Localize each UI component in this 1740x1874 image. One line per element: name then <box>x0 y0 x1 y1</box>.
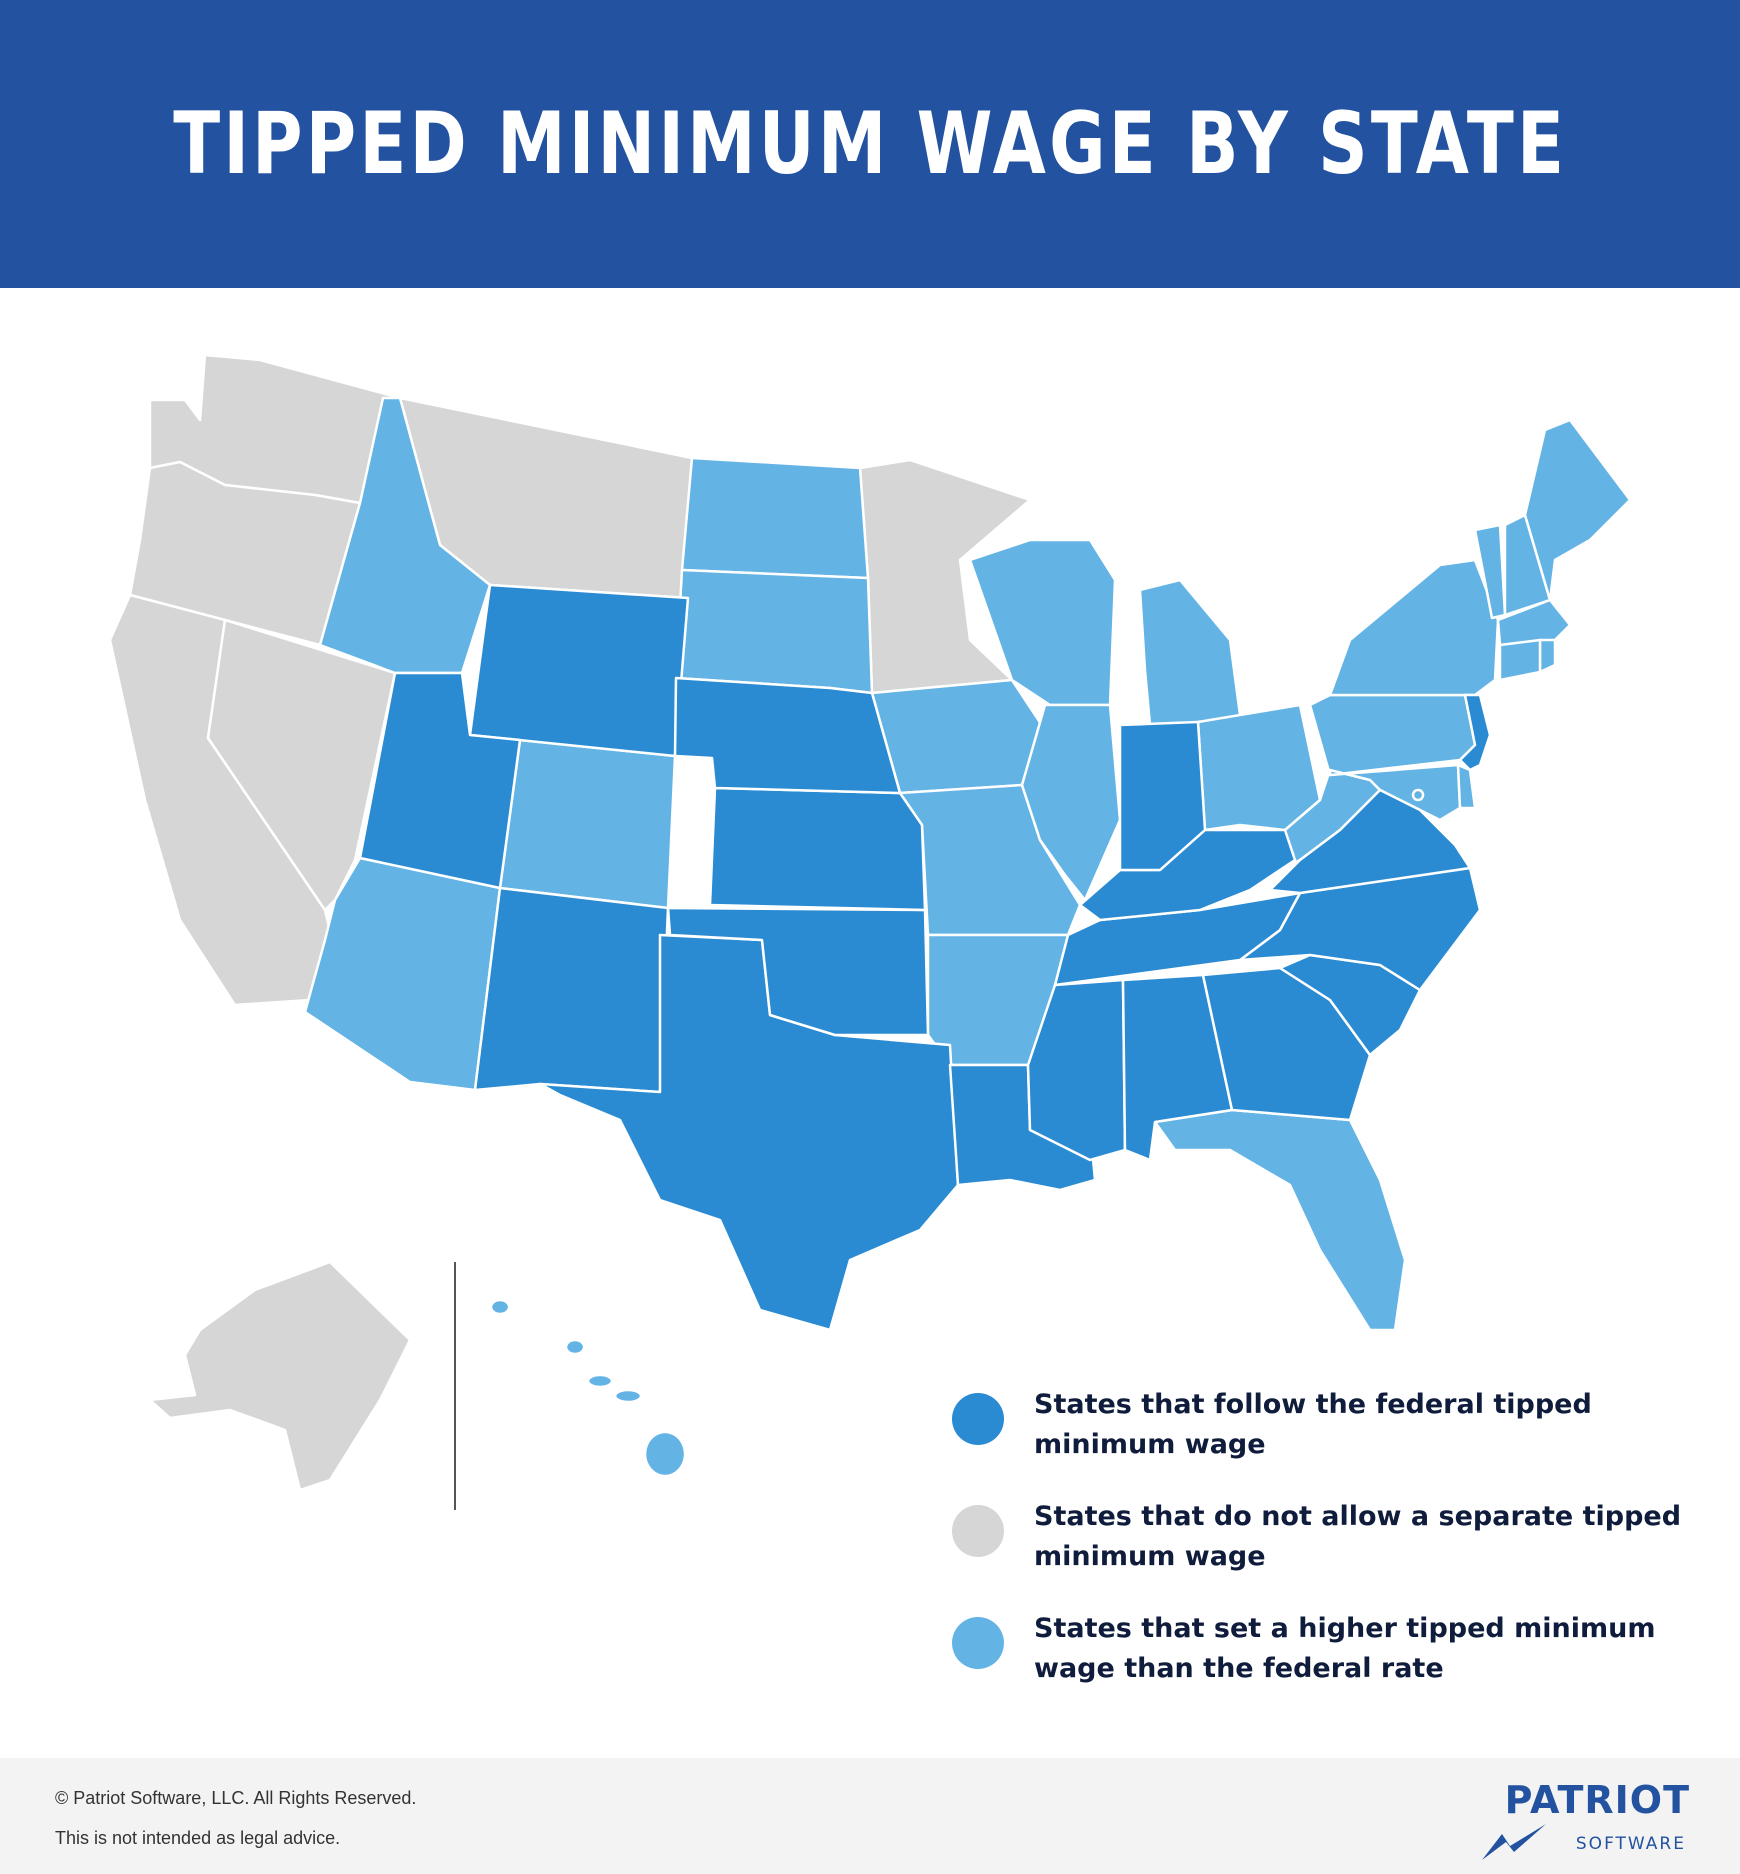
legend-swatch-federal <box>952 1393 1004 1445</box>
patriot-logo: PATRIOT SOFTWARE <box>1480 1778 1690 1868</box>
state-hi <box>489 1298 687 1478</box>
state-wy <box>468 583 690 758</box>
state-ut <box>358 671 522 890</box>
legend-swatch-no-separate <box>952 1505 1004 1557</box>
state-wi <box>968 538 1117 707</box>
state-de <box>1456 763 1477 810</box>
footer: © Patriot Software, LLC. All Rights Rese… <box>0 1758 1740 1874</box>
title-banner: TIPPED MINIMUM WAGE BY STATE <box>0 0 1740 288</box>
legend-item-no-separate: States that do not allow a separate tipp… <box>952 1497 1712 1577</box>
state-nj <box>1458 693 1492 772</box>
legend-label-federal: States that follow the federal tipped mi… <box>1034 1389 1592 1460</box>
state-va <box>1268 788 1472 895</box>
state-il <box>1020 703 1122 902</box>
star-swoosh-icon <box>1482 1824 1546 1860</box>
legend-label-no-separate: States that do not allow a separate tipp… <box>1034 1501 1682 1572</box>
state-ri <box>1538 638 1557 674</box>
state-ne <box>673 676 902 795</box>
logo-name: PATRIOT <box>1504 1778 1690 1822</box>
state-ia <box>870 678 1047 795</box>
legend-item-federal: States that follow the federal tipped mi… <box>952 1385 1712 1465</box>
state-ak <box>148 1260 412 1492</box>
state-in <box>1118 720 1207 872</box>
state-fl <box>1153 1108 1407 1332</box>
state-co <box>498 738 677 910</box>
disclaimer-text: This is not intended as legal advice. <box>55 1828 341 1848</box>
state-pa <box>1308 693 1477 777</box>
state-me <box>1523 418 1632 602</box>
state-nd <box>680 456 870 580</box>
state-ok <box>666 906 930 1037</box>
state-ny <box>1328 558 1500 697</box>
state-oh <box>1196 703 1322 832</box>
logo-subtitle: SOFTWARE <box>1575 1834 1686 1854</box>
us-map <box>108 353 1632 1510</box>
state-nm <box>473 886 670 1094</box>
states-layer <box>108 353 1632 1492</box>
legend-label-higher: States that set a higher tipped minimum … <box>1034 1613 1656 1684</box>
legend: States that follow the federal tipped mi… <box>952 1385 1712 1721</box>
state-mi <box>1138 578 1242 727</box>
legend-swatch-higher <box>952 1617 1004 1669</box>
state-ma <box>1496 598 1572 647</box>
page-title: TIPPED MINIMUM WAGE BY STATE <box>173 94 1567 194</box>
state-dc <box>1411 788 1425 802</box>
state-ks <box>708 786 927 912</box>
copyright-text: © Patriot Software, LLC. All Rights Rese… <box>55 1788 417 1808</box>
state-sd <box>674 568 874 695</box>
state-ct <box>1498 638 1542 682</box>
legend-item-higher: States that set a higher tipped minimum … <box>952 1609 1712 1689</box>
